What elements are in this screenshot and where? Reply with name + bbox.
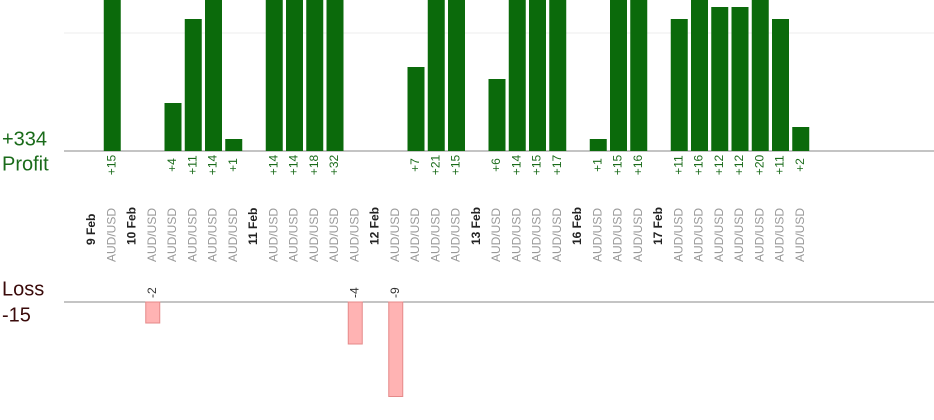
loss-label: Loss (2, 278, 44, 300)
symbol-label: AUD/USD (327, 208, 341, 262)
symbol-label: AUD/USD (449, 208, 463, 262)
profit-bar (184, 19, 202, 151)
profit-value-label: +15 (449, 154, 463, 175)
profit-bar (225, 139, 243, 151)
symbol-label: AUD/USD (307, 208, 321, 262)
symbol-label: AUD/USD (530, 208, 544, 262)
loss-total: -15 (2, 304, 31, 326)
loss-bar (347, 301, 363, 345)
loss-value-label: -9 (388, 287, 402, 298)
symbol-label: AUD/USD (631, 208, 645, 262)
symbol-label: AUD/USD (793, 208, 807, 262)
symbol-label: AUD/USD (692, 208, 706, 262)
loss-value-label: -2 (145, 287, 159, 298)
symbol-label: AUD/USD (611, 208, 625, 262)
symbol-label: AUD/USD (266, 208, 280, 262)
symbol-label: AUD/USD (185, 208, 199, 262)
profit-bar (103, 0, 121, 151)
profit-bar (529, 0, 546, 151)
profit-bar (427, 0, 445, 151)
symbol-label: AUD/USD (773, 208, 787, 262)
profit-value-label: +14 (206, 154, 220, 175)
symbol-label: AUD/USD (165, 208, 179, 262)
profit-value-label: +12 (732, 154, 746, 175)
profit-value-label: +12 (712, 154, 726, 175)
profit-bar (792, 127, 810, 151)
symbol-label: AUD/USD (732, 208, 746, 262)
profit-value-label: +15 (611, 154, 625, 175)
profit-bar (205, 0, 222, 151)
profit-value-label: +2 (793, 158, 807, 172)
profit-value-label: +18 (307, 154, 321, 175)
loss-value-label: -4 (347, 287, 361, 298)
profit-value-label: +11 (773, 155, 787, 175)
profit-bar (286, 0, 303, 151)
profit-bar (610, 0, 627, 151)
profit-value-label: +11 (185, 155, 199, 175)
symbol-label: AUD/USD (671, 208, 685, 262)
date-label: 17 Feb (651, 207, 665, 245)
profit-bar (549, 0, 567, 151)
symbol-label: AUD/USD (590, 208, 604, 262)
profit-value-label: +6 (489, 158, 503, 172)
symbol-label: AUD/USD (226, 208, 240, 262)
profit-bar (488, 79, 506, 151)
profit-value-label: +14 (266, 154, 280, 175)
profit-bar (630, 0, 648, 151)
symbol-label: AUD/USD (347, 208, 361, 262)
symbol-label: AUD/USD (287, 208, 301, 262)
profit-bar (670, 19, 688, 151)
profit-bar (448, 0, 465, 151)
profit-bar (306, 0, 324, 151)
profit-bar (711, 7, 729, 151)
profit-bar (772, 19, 789, 151)
profit-value-label: +11 (671, 155, 685, 175)
date-label: 16 Feb (570, 207, 584, 245)
profit-bar (691, 0, 708, 151)
profit-bar (751, 0, 769, 151)
profit-bar (407, 67, 425, 151)
profit-value-label: +20 (752, 154, 766, 175)
symbol-label: AUD/USD (388, 208, 402, 262)
profit-value-label: +32 (327, 154, 341, 175)
symbol-label: AUD/USD (206, 208, 220, 262)
symbol-label: AUD/USD (752, 208, 766, 262)
profit-bar (164, 103, 182, 151)
profit-value-label: +16 (631, 154, 645, 175)
profit-value-label: +15 (530, 154, 544, 175)
profit-value-label: +17 (550, 154, 564, 175)
profit-value-label: +1 (226, 158, 240, 172)
profit-bar (326, 0, 344, 151)
date-label: 13 Feb (469, 207, 483, 245)
symbol-label: AUD/USD (712, 208, 726, 262)
loss-bar (145, 301, 161, 324)
date-label: 11 Feb (246, 208, 260, 245)
profit-bar (589, 139, 607, 151)
profit-value-label: +14 (287, 154, 301, 175)
symbol-label: AUD/USD (428, 208, 442, 262)
profit-value-label: +14 (509, 154, 523, 175)
profit-label: Profit (2, 153, 49, 175)
profit-value-label: +7 (408, 158, 422, 172)
symbol-label: AUD/USD (489, 208, 503, 262)
loss-bar (388, 301, 404, 397)
profit-value-label: +16 (692, 154, 706, 175)
profit-value-label: +4 (165, 158, 179, 172)
symbol-label: AUD/USD (550, 208, 564, 262)
date-label: 12 Feb (368, 207, 382, 245)
symbol-label: AUD/USD (408, 208, 422, 262)
date-label: 9 Feb (84, 214, 98, 245)
profit-total: +334 (2, 128, 47, 150)
profit-bar (731, 7, 749, 151)
symbol-label: AUD/USD (104, 208, 118, 262)
profit-value-label: +21 (428, 154, 442, 175)
profit-bar (265, 0, 283, 151)
profit-bar (508, 0, 526, 151)
symbol-label: AUD/USD (509, 208, 523, 262)
date-label: 10 Feb (125, 207, 139, 245)
symbol-label: AUD/USD (145, 208, 159, 262)
profit-value-label: +15 (104, 154, 118, 175)
profit-value-label: +1 (590, 158, 604, 172)
